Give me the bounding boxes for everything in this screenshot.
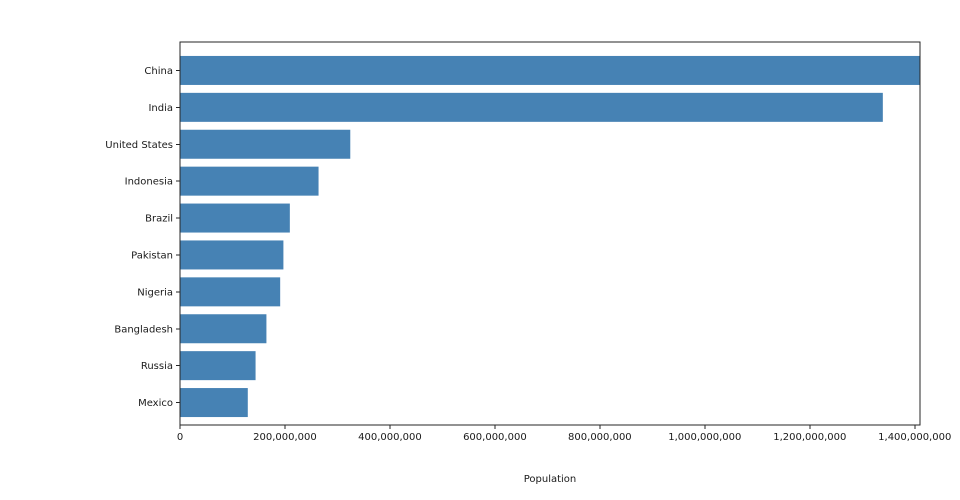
x-tick-label: 1,000,000,000 xyxy=(668,432,741,443)
x-tick-label: 0 xyxy=(177,432,183,443)
x-tick-label: 400,000,000 xyxy=(358,432,422,443)
y-tick-label-russia: Russia xyxy=(141,361,173,372)
x-axis-title: Population xyxy=(523,474,577,485)
y-tick-label-united-states: United States xyxy=(105,140,173,151)
bar-india xyxy=(180,92,883,122)
bar-nigeria xyxy=(180,277,281,307)
x-tick-label: 200,000,000 xyxy=(253,432,317,443)
bar-brazil xyxy=(180,203,290,233)
x-tick-label: 600,000,000 xyxy=(463,432,527,443)
bar-russia xyxy=(180,351,256,381)
bar-bangladesh xyxy=(180,314,267,344)
y-tick-label-india: India xyxy=(148,103,173,114)
y-tick-label-bangladesh: Bangladesh xyxy=(114,324,173,335)
y-tick-label-mexico: Mexico xyxy=(138,398,173,409)
bar-united-states xyxy=(180,129,351,159)
x-tick-label: 1,200,000,000 xyxy=(773,432,846,443)
y-tick-label-indonesia: Indonesia xyxy=(125,177,173,188)
y-tick-label-pakistan: Pakistan xyxy=(131,250,173,261)
y-tick-label-nigeria: Nigeria xyxy=(137,287,173,298)
x-tick-label: 1,400,000,000 xyxy=(878,432,951,443)
bar-pakistan xyxy=(180,240,284,270)
x-tick-label: 800,000,000 xyxy=(568,432,632,443)
y-tick-label-china: China xyxy=(144,66,173,77)
plot-frame xyxy=(179,41,921,426)
y-tick-label-brazil: Brazil xyxy=(145,214,173,225)
bar-indonesia xyxy=(180,166,319,196)
bar-china xyxy=(180,55,920,85)
bar-mexico xyxy=(180,388,248,418)
